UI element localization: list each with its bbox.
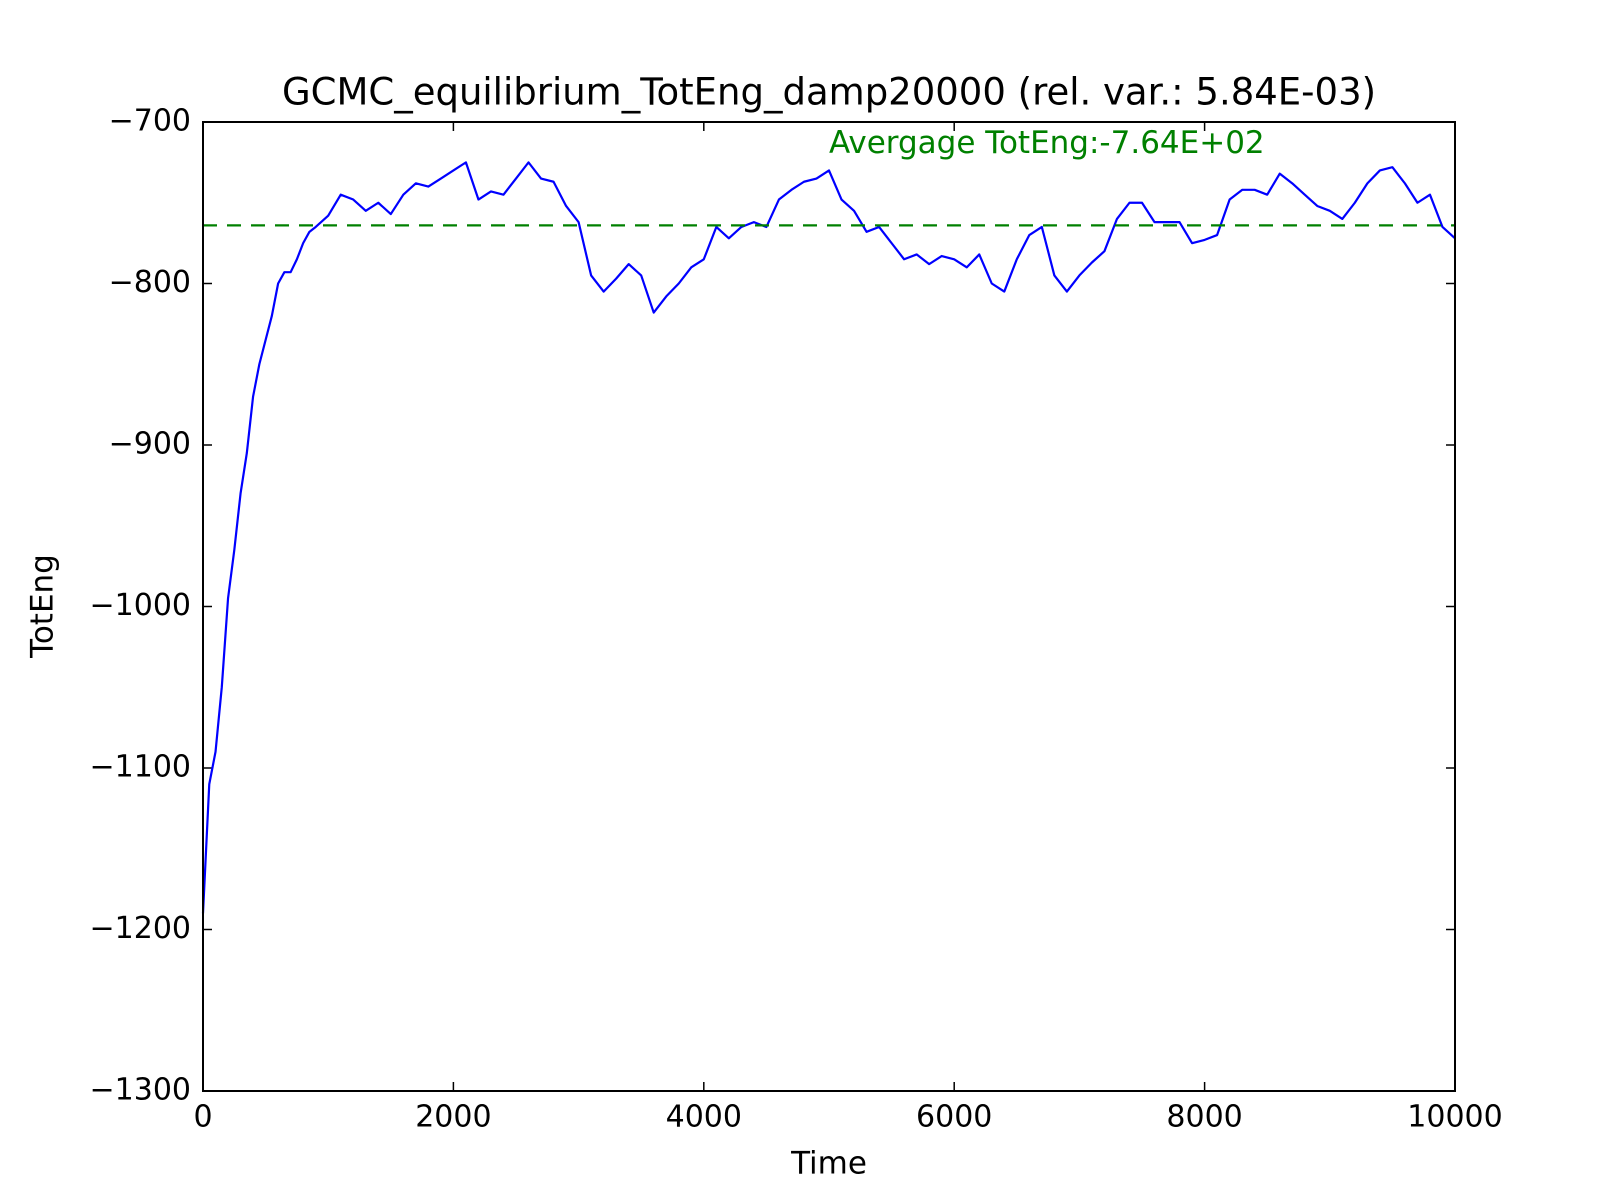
y-tick-label: −1100 (90, 750, 191, 785)
x-tick-label: 4000 (666, 1100, 742, 1135)
y-tick-label: −900 (109, 427, 191, 462)
data-line (201, 161, 1456, 914)
x-tick-label: 8000 (1166, 1100, 1242, 1135)
x-tick-label: 0 (193, 1100, 212, 1135)
y-tick-label: −1300 (90, 1073, 191, 1108)
y-axis-label: TotEng (25, 554, 61, 659)
x-tick-label: 6000 (916, 1100, 992, 1135)
chart-title: GCMC_equilibrium_TotEng_damp20000 (rel. … (282, 71, 1376, 114)
annotation: Avergage TotEng:-7.64E+02 (829, 125, 1265, 161)
y-tick-label: −700 (109, 104, 191, 139)
x-tick-label: 2000 (415, 1100, 491, 1135)
y-tick-label: −1000 (90, 588, 191, 623)
y-tick-label: −1200 (90, 911, 191, 946)
plot-frame (202, 121, 1456, 1092)
x-axis-label: Time (790, 1146, 867, 1182)
x-tick-label: 10000 (1407, 1100, 1502, 1135)
y-tick-label: −800 (109, 265, 191, 300)
